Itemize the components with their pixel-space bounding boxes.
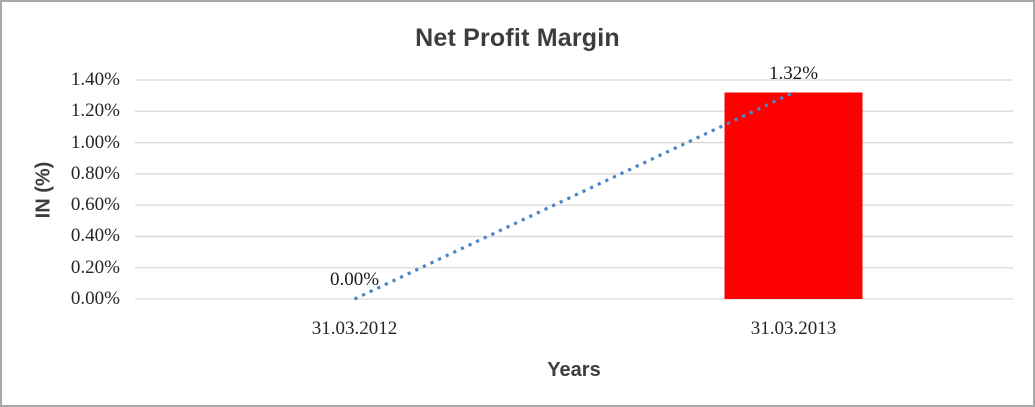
y-tick-label: 1.00% [70,131,120,153]
y-tick-label: 0.00% [70,288,120,309]
data-label-31.03.2013: 1.32% [768,62,819,84]
y-tick-label: 0.40% [70,225,120,247]
x-axis-title: Years [547,359,601,381]
y-tick-label: 0.20% [70,256,120,278]
y-tick-label: 1.20% [70,100,120,122]
y-tick-label: 0.60% [70,194,120,216]
chart-title: Net Profit Margin [415,24,620,52]
x-tick-label: 31.03.2013 [750,318,837,339]
y-tick-label: 0.80% [70,162,120,184]
y-tick-label: 1.40% [70,69,120,90]
bar-31.03.2013 [724,92,863,299]
data-label-31.03.2012: 0.00% [329,269,380,290]
x-tick-label: 31.03.2012 [311,318,398,339]
trendline [353,91,795,301]
